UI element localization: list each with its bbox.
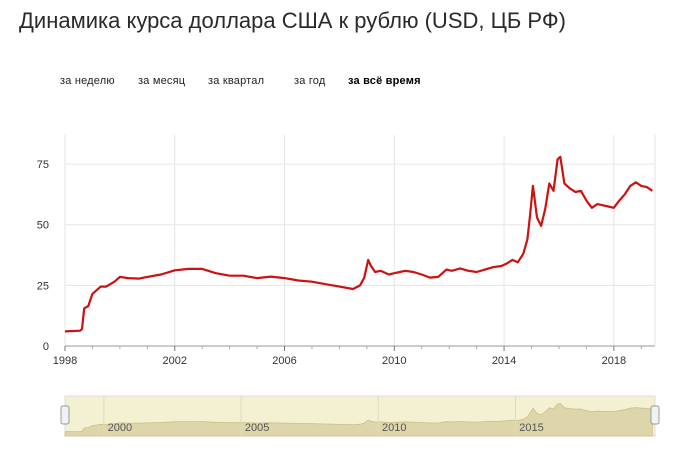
tab-all-time[interactable]: за всё время <box>348 75 421 87</box>
navigator-label: 2015 <box>519 422 543 434</box>
tab-week[interactable]: за неделю <box>60 75 115 87</box>
x-tick-label: 2010 <box>382 355 406 367</box>
x-axis-ticks: 1998 2002 2006 2010 2014 2018 <box>53 346 642 367</box>
y-tick-label: 0 <box>43 341 49 353</box>
chart-grid <box>64 135 656 347</box>
x-tick-label: 1998 <box>53 355 77 367</box>
y-axis-ticks: 0 25 50 75 <box>37 159 49 353</box>
navigator-label: 2000 <box>108 422 132 434</box>
x-tick-label: 2014 <box>492 355 516 367</box>
x-tick-label: 2002 <box>163 355 187 367</box>
navigator-left-handle[interactable] <box>60 405 70 425</box>
navigator-area <box>64 403 653 437</box>
y-tick-label: 50 <box>37 220 49 232</box>
navigator-label: 2005 <box>245 422 269 434</box>
usd-rate-line <box>64 155 653 333</box>
y-tick-label: 25 <box>37 280 49 292</box>
tab-year[interactable]: за год <box>294 75 326 87</box>
x-tick-label: 2006 <box>272 355 296 367</box>
navigator[interactable]: 2000 2005 2010 2015 <box>60 395 660 437</box>
tab-quarter[interactable]: за квартал <box>208 75 265 87</box>
page-title: Динамика курса доллара США к рублю (USD,… <box>19 8 566 33</box>
navigator-label: 2010 <box>382 422 406 434</box>
navigator-right-handle[interactable] <box>650 405 660 425</box>
y-tick-label: 75 <box>37 159 49 171</box>
tab-month[interactable]: за месяц <box>138 75 186 87</box>
x-tick-label: 2018 <box>602 355 626 367</box>
